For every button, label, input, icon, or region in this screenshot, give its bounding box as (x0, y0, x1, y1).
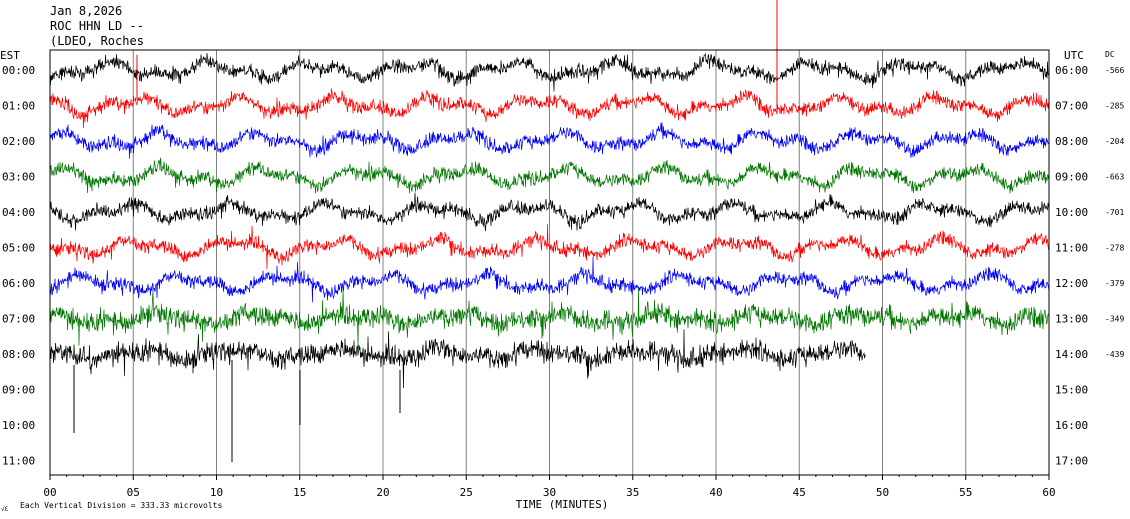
dc-offset-label: -349 (1105, 315, 1124, 324)
row-label-utc: 09:00 (1055, 171, 1088, 184)
x-tick-label: 55 (959, 486, 972, 499)
left-axis-title: EST (0, 49, 20, 62)
row-label-est: 05:00 (2, 242, 35, 255)
dc-offset-label: -663 (1105, 173, 1124, 182)
row-label-utc: 15:00 (1055, 384, 1088, 397)
dc-column-title: DC (1105, 50, 1115, 59)
right-axis-title: UTC (1064, 49, 1084, 62)
row-label-est: 08:00 (2, 348, 35, 361)
x-tick-label: 60 (1042, 486, 1055, 499)
x-tick-label: 05 (127, 486, 140, 499)
trace-row-6 (49, 257, 1050, 303)
x-tick-label: 20 (376, 486, 389, 499)
dc-offset-label: -439 (1105, 350, 1124, 359)
row-label-est: 11:00 (2, 455, 35, 468)
row-label-utc: 07:00 (1055, 100, 1088, 113)
trace-row-7 (49, 288, 1050, 349)
row-label-est: 01:00 (2, 100, 35, 113)
dc-offset-label: -566 (1105, 66, 1124, 75)
row-label-utc: 10:00 (1055, 206, 1088, 219)
row-label-utc: 06:00 (1055, 64, 1088, 77)
row-label-utc: 17:00 (1055, 455, 1088, 468)
row-label-est: 06:00 (2, 277, 35, 290)
dc-offset-label: -379 (1105, 279, 1124, 288)
header-date: Jan 8,2026 (50, 4, 122, 18)
trace-row-4 (49, 192, 1050, 232)
x-tick-label: 15 (293, 486, 306, 499)
trace-row-2 (49, 122, 1050, 159)
row-label-est: 04:00 (2, 206, 35, 219)
trace-row-5 (49, 223, 1050, 270)
seismic-traces (49, 0, 1050, 462)
plot-grid (49, 50, 1050, 480)
x-tick-label: 00 (43, 486, 56, 499)
plot-frame (49, 49, 1050, 476)
row-label-est: 02:00 (2, 135, 35, 148)
row-label-utc: 08:00 (1055, 135, 1088, 148)
row-label-est: 07:00 (2, 313, 35, 326)
row-label-est: 09:00 (2, 384, 35, 397)
x-tick-label: 35 (626, 486, 639, 499)
x-tick-label: 45 (793, 486, 806, 499)
row-label-utc: 16:00 (1055, 419, 1088, 432)
x-tick-label: 50 (876, 486, 889, 499)
row-label-utc: 13:00 (1055, 313, 1088, 326)
x-axis-label: TIME (MINUTES) (516, 498, 609, 511)
x-tick-label: 30 (543, 486, 556, 499)
row-label-utc: 11:00 (1055, 242, 1088, 255)
header-station: ROC HHN LD -- (50, 19, 144, 33)
axis-labels: 00 05 10 15 20 25 30 35 40 45 50 55 60 00:00 01:00 02:0… (2, 64, 1124, 499)
x-tick-label: 40 (709, 486, 722, 499)
row-label-est: 10:00 (2, 419, 35, 432)
trace-row-1 (49, 88, 1050, 129)
x-tick-label: 10 (210, 486, 223, 499)
x-tick-label: 25 (460, 486, 473, 499)
header-network: (LDEO, Roches (50, 34, 144, 48)
trace-row-8 (49, 329, 866, 389)
scale-note: Each Vertical Division = 333.33 microvol… (20, 501, 222, 510)
row-label-utc: 14:00 (1055, 348, 1088, 361)
dc-offset-label: -285 (1105, 102, 1124, 111)
trace-row-0 (49, 52, 1050, 92)
dc-offset-label: -701 (1105, 208, 1124, 217)
row-label-est: 03:00 (2, 171, 35, 184)
dc-offset-label: -204 (1105, 137, 1124, 146)
row-label-utc: 12:00 (1055, 277, 1088, 290)
corner-mark: √Ɛ (1, 506, 9, 513)
row-label-est: 00:00 (2, 64, 35, 77)
trace-row-3 (49, 157, 1050, 194)
dc-offset-label: -278 (1105, 244, 1124, 253)
